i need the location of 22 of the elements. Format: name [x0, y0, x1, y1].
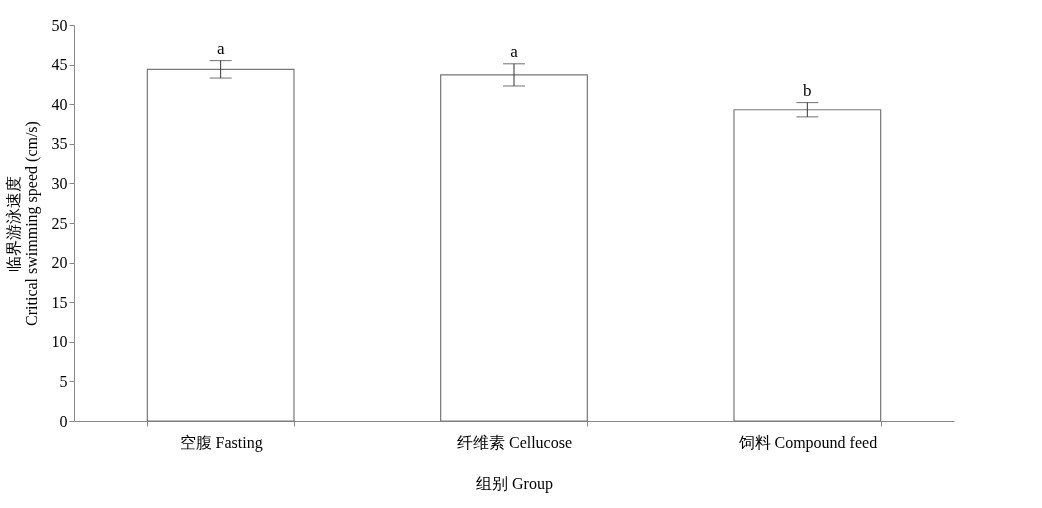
bar: [733, 109, 882, 422]
x-tick-label: 纤维素 Cellucose: [456, 433, 573, 451]
x-tick-label: 饲料 Compound feed: [737, 433, 878, 452]
y-tick-label: 10: [51, 333, 68, 351]
y-tick-label: 45: [51, 56, 68, 74]
y-tick-label: 0: [59, 412, 68, 430]
y-tick-label: 50: [51, 16, 68, 34]
x-axis-title: 组别 Group: [476, 474, 553, 493]
y-tick-label: 20: [51, 254, 68, 272]
bar: [440, 74, 588, 422]
y-tick-label: 40: [51, 95, 68, 113]
x-tick-label: 空腹 Fasting: [179, 433, 263, 452]
annotation: b: [803, 80, 812, 100]
y-tick-label: 30: [51, 174, 68, 192]
annotation: a: [216, 38, 225, 58]
y-axis-title: 临界游泳速度 Critical swimming speed (cm/s): [4, 121, 41, 326]
annotation: a: [510, 41, 519, 61]
y-tick-label: 5: [59, 372, 68, 390]
y-tick-label: 25: [51, 214, 68, 232]
bar: [146, 68, 295, 422]
y-tick-label: 15: [51, 293, 68, 311]
y-tick-label: 35: [51, 135, 68, 153]
